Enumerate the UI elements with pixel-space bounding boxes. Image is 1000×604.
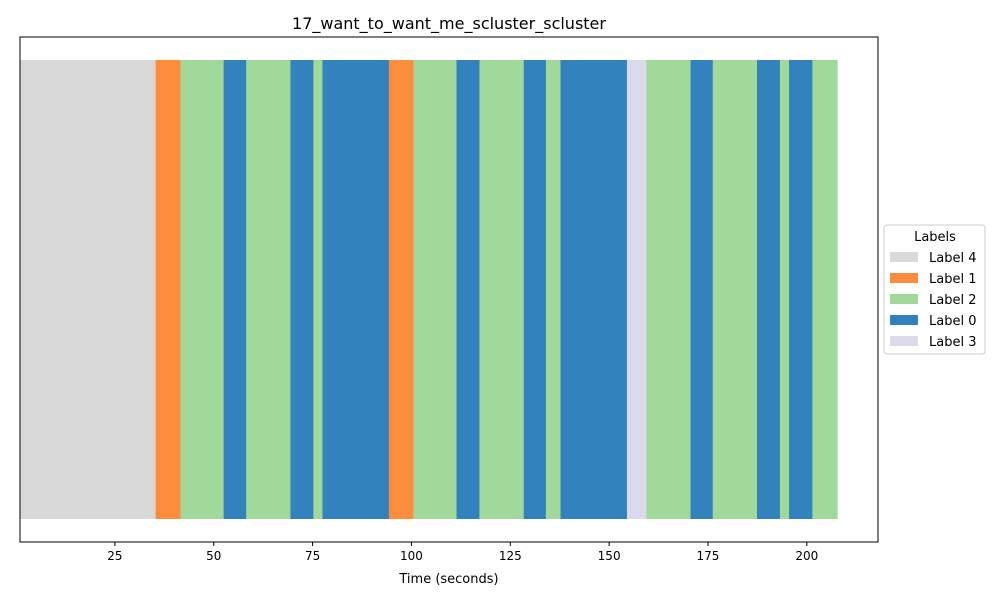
legend-label-label-3: Label 3 <box>929 335 976 350</box>
segment-label-2-18 <box>712 60 758 519</box>
segment-label-2-16 <box>646 60 691 519</box>
segment-label-2-4 <box>246 60 291 519</box>
segment-label-0-17 <box>690 60 714 519</box>
x-tick-label: 150 <box>598 549 621 563</box>
legend-swatch-label-1 <box>890 273 918 283</box>
legend-swatch-label-3 <box>890 336 918 346</box>
segment-label-2-11 <box>479 60 525 519</box>
legend-label-label-4: Label 4 <box>929 251 976 266</box>
segment-label-4-0 <box>20 60 157 519</box>
legend-label-label-0: Label 0 <box>929 314 976 329</box>
segment-label-0-3 <box>223 60 247 519</box>
x-tick-label: 175 <box>697 549 720 563</box>
segment-label-0-14 <box>560 60 628 519</box>
segments-layer <box>20 60 838 519</box>
segment-label-0-19 <box>757 60 781 519</box>
legend-entries: Label 4 Label 1 Label 2 Label 0 Label 3 <box>890 251 976 350</box>
x-tick-label: 200 <box>795 549 818 563</box>
segment-label-2-2 <box>180 60 225 519</box>
legend-swatch-label-0 <box>890 315 918 325</box>
x-tick-label: 125 <box>499 549 522 563</box>
x-tick-label: 75 <box>305 549 320 563</box>
segment-label-2-13 <box>545 60 561 519</box>
legend-swatch-label-4 <box>890 252 918 262</box>
x-tick-label: 50 <box>206 549 221 563</box>
segment-label-0-12 <box>523 60 547 519</box>
x-tick-label: 100 <box>400 549 423 563</box>
segment-label-0-7 <box>322 60 390 519</box>
x-tick-label: 25 <box>107 549 122 563</box>
chart-title: 17_want_to_want_me_scluster_scluster <box>292 14 606 34</box>
segment-label-3-15 <box>626 60 647 519</box>
segment-label-0-21 <box>789 60 813 519</box>
segment-label-2-6 <box>313 60 323 519</box>
segment-label-0-10 <box>456 60 480 519</box>
legend-title: Labels <box>914 230 956 245</box>
segment-label-2-20 <box>779 60 790 519</box>
x-axis-label: Time (seconds) <box>398 572 498 587</box>
legend-label-label-1: Label 1 <box>929 272 976 287</box>
legend-label-label-2: Label 2 <box>929 293 976 308</box>
segment-label-2-22 <box>812 60 838 519</box>
segment-label-0-5 <box>290 60 314 519</box>
segment-label-1-8 <box>388 60 414 519</box>
plot-frame <box>19 36 879 543</box>
segment-label-1-1 <box>155 60 181 519</box>
x-axis-ticks: 25 50 75 100 125 150 175 200 <box>107 542 818 563</box>
legend-swatch-label-2 <box>890 294 918 304</box>
segment-label-2-9 <box>413 60 457 519</box>
